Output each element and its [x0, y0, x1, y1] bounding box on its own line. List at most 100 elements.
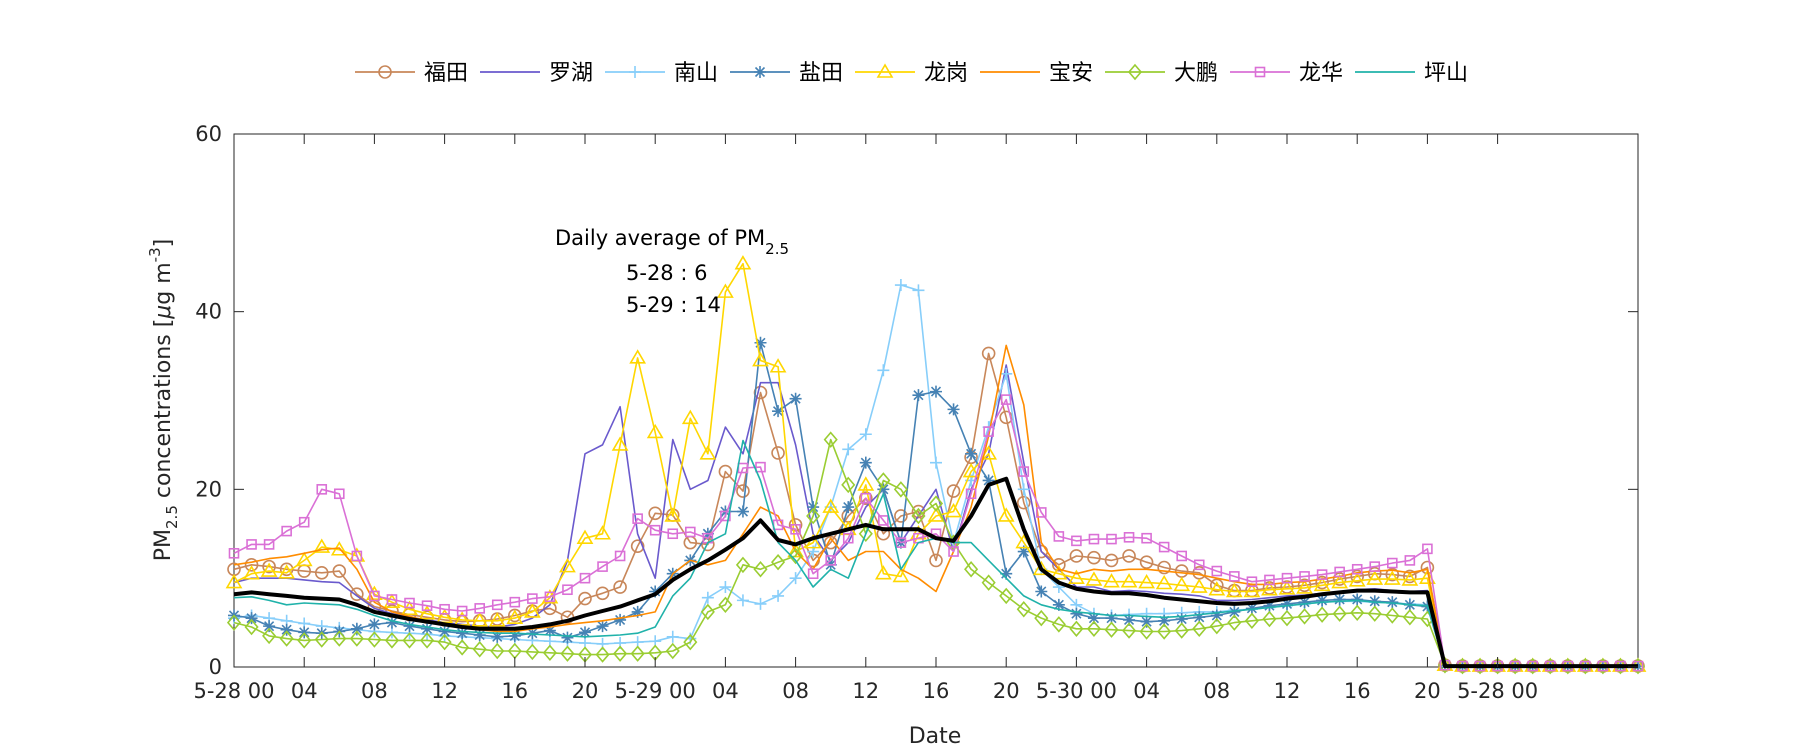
data-point — [614, 613, 627, 626]
data-point — [789, 572, 802, 585]
data-point — [1070, 607, 1083, 620]
data-point — [1104, 553, 1119, 568]
x-tick-label: 08 — [1203, 679, 1230, 703]
x-tick-label: 16 — [1344, 679, 1371, 703]
data-point — [369, 590, 380, 602]
data-point — [681, 409, 699, 425]
data-point — [1155, 574, 1173, 590]
data-point — [263, 620, 276, 633]
data-point — [807, 501, 820, 514]
data-point — [719, 581, 732, 594]
data-point — [1296, 579, 1313, 594]
data-point — [911, 507, 926, 525]
data-point — [244, 618, 259, 636]
data-point — [790, 524, 801, 535]
x-tick-label: 5-28 00 — [1457, 679, 1538, 703]
data-point — [736, 594, 749, 607]
y-label-mu: μ — [151, 305, 176, 320]
data-point — [421, 622, 434, 635]
data-point — [1052, 558, 1066, 572]
data-point — [1331, 574, 1349, 589]
data-point — [1053, 531, 1065, 542]
data-point — [1190, 578, 1208, 593]
data-point — [491, 599, 503, 611]
data-point — [1016, 601, 1031, 618]
legend-label: 福田 — [424, 61, 468, 86]
data-point — [332, 564, 347, 578]
data-point — [597, 561, 608, 572]
data-point — [349, 630, 364, 647]
data-point — [332, 630, 347, 647]
data-point — [578, 591, 592, 606]
data-point — [419, 632, 435, 649]
annotation-title-main: Daily average of PM — [555, 226, 765, 250]
data-point — [595, 646, 610, 663]
data-point — [1264, 574, 1275, 586]
data-point — [1316, 569, 1328, 580]
data-point — [614, 550, 626, 562]
data-point — [894, 509, 908, 523]
y-tick-label: 60 — [195, 122, 222, 146]
data-point — [473, 629, 486, 642]
data-point — [560, 645, 575, 662]
data-point — [1366, 570, 1384, 585]
data-point — [683, 633, 698, 651]
legend-label: 南山 — [674, 61, 718, 86]
data-point — [1068, 569, 1085, 584]
x-tick-label: 16 — [501, 679, 528, 703]
x-tick-label: 08 — [782, 679, 809, 703]
data-point — [1211, 565, 1223, 577]
data-point — [807, 568, 819, 580]
data-point — [1316, 594, 1329, 607]
data-point — [1173, 576, 1191, 592]
data-point — [455, 639, 470, 656]
data-point — [982, 474, 995, 487]
data-point — [1369, 561, 1381, 572]
data-point — [1262, 610, 1277, 628]
data-point — [243, 565, 260, 580]
legend-label: 罗湖 — [549, 61, 593, 86]
data-point — [456, 627, 469, 640]
data-point — [842, 501, 855, 514]
data-point — [1210, 609, 1223, 622]
data-point — [562, 584, 573, 596]
data-point — [842, 443, 855, 456]
annotation-line-1: 5-28 : 6 — [626, 261, 707, 285]
data-point — [526, 627, 539, 640]
data-point — [646, 423, 664, 439]
data-point — [752, 351, 769, 367]
data-point — [1332, 572, 1347, 586]
data-point — [1299, 571, 1310, 582]
data-point — [596, 620, 609, 633]
data-point — [579, 626, 591, 639]
data-point — [509, 596, 521, 608]
data-point — [280, 623, 293, 636]
data-point — [1313, 576, 1331, 592]
data-point — [997, 507, 1015, 522]
data-point — [717, 283, 734, 298]
data-point — [874, 565, 892, 580]
y-tick-label: 0 — [209, 655, 222, 679]
data-point — [1297, 578, 1312, 593]
data-point — [228, 547, 240, 559]
series-line-龙华 — [233, 398, 1638, 667]
daily-average-annotation: Daily average of PM2.5 5-28 : 6 5-29 : 1… — [555, 226, 789, 317]
data-point — [1071, 535, 1082, 547]
data-point — [613, 645, 628, 662]
data-point — [630, 539, 645, 553]
data-point — [1121, 622, 1137, 639]
data-point — [912, 284, 925, 297]
data-point — [1401, 571, 1419, 586]
data-point — [314, 566, 329, 580]
data-point — [1350, 604, 1365, 622]
data-point — [490, 642, 505, 660]
x-tick-label: 12 — [431, 679, 458, 703]
data-point — [877, 364, 890, 377]
data-point — [1208, 581, 1226, 596]
data-point — [1088, 533, 1100, 545]
data-point — [946, 484, 961, 498]
data-point — [965, 447, 978, 460]
data-point — [1069, 620, 1084, 638]
data-point — [436, 608, 453, 624]
data-point — [1139, 555, 1154, 569]
